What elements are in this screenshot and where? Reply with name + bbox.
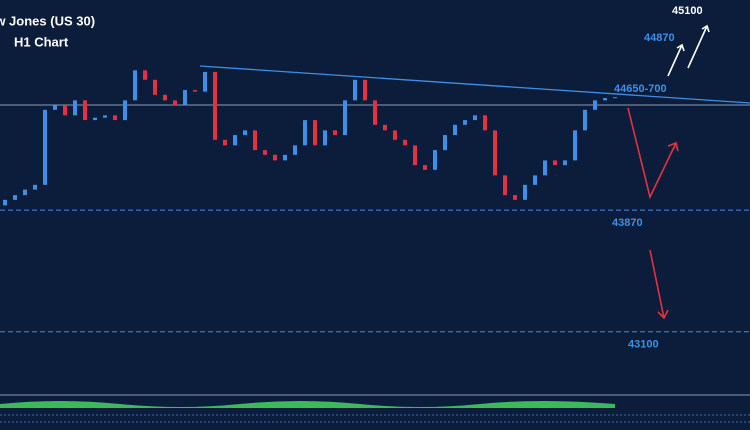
candle [153,79,157,95]
candle [453,124,457,136]
candle [53,105,57,110]
candle [413,145,417,166]
candle [403,139,407,146]
arrows [627,24,710,320]
candle [213,71,217,140]
candle [233,135,237,146]
candle [43,109,47,185]
candle [103,115,107,118]
candle [353,79,357,101]
candle [83,100,87,121]
candle [473,115,477,121]
candle [163,94,167,101]
candle [613,97,617,99]
candle [313,120,317,146]
candle [143,70,147,80]
annotation: 44650-700 [614,83,667,95]
candle [603,97,607,101]
level-label: 43870 [612,217,643,229]
indicator-panel [0,395,750,430]
candle [303,120,307,146]
candle [13,195,17,200]
candle [533,175,537,185]
candle [333,130,337,136]
candle [63,105,67,116]
candle [193,90,197,92]
candle [183,90,187,106]
candle [543,160,547,176]
candle [423,165,427,170]
candle [273,154,277,161]
candle [293,145,297,155]
candle [33,184,37,190]
candle [513,195,517,200]
candle [363,79,367,101]
candle [443,135,447,151]
candle [373,100,377,125]
candle [503,175,507,196]
candle [223,139,227,146]
candle [113,115,117,121]
candle [583,109,587,131]
chart-title: Dow Jones (US 30) [0,13,95,28]
candle [523,184,527,200]
candle [463,120,467,125]
candle [93,117,97,121]
candle [263,150,267,155]
candle [593,100,597,110]
candle [73,100,77,116]
candle [3,199,7,206]
candle [433,150,437,170]
candle [23,189,27,196]
candle [483,115,487,131]
candle [123,100,127,121]
candle [553,160,557,166]
chart-subtitle: H1 Chart [14,34,69,49]
candle [393,130,397,140]
candle [173,100,177,106]
candle [343,100,347,136]
candle [493,130,497,176]
candle [573,130,577,161]
candle [253,130,257,151]
candle [383,124,387,131]
indicator-histogram [0,401,615,408]
candle [133,70,137,101]
candle [203,71,207,92]
annotation: 44870 [644,32,675,44]
candle [323,130,327,146]
candle [243,130,247,136]
level-label: 43100 [628,339,659,351]
trend-line [199,65,750,104]
annotation: 45100 [672,5,703,17]
candle [563,160,567,166]
candle [283,154,287,161]
